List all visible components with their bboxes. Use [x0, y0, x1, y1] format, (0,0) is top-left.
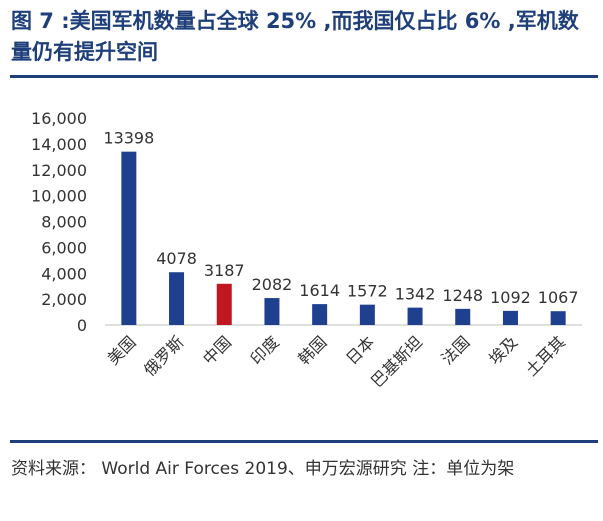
bar	[216, 283, 232, 325]
category-label: 巴基斯坦	[367, 332, 426, 391]
category-label: 日本	[342, 332, 378, 368]
y-axis: 0 2,000 4,000 6,000 8,000 10,000 12,000 14,000 1…	[31, 109, 87, 335]
bar	[359, 304, 375, 325]
bar	[312, 304, 328, 325]
category-label: 印度	[247, 332, 283, 368]
bar	[169, 272, 185, 325]
y-tick-label: 2,000	[41, 290, 87, 309]
y-tick-label: 12,000	[31, 161, 87, 180]
y-tick-label: 4,000	[41, 264, 87, 283]
bar-chart: 0 2,000 4,000 6,000 8,000 10,000 12,000 14,000 1…	[31, 109, 582, 391]
data-label: 2082	[252, 275, 293, 294]
y-tick-label: 16,000	[31, 109, 87, 128]
category-label: 埃及	[485, 332, 521, 368]
bar	[550, 311, 566, 325]
data-label: 13398	[103, 129, 154, 148]
title-divider	[10, 75, 598, 78]
y-tick-label: 6,000	[41, 238, 87, 257]
bars	[121, 151, 566, 325]
bar	[502, 310, 518, 325]
category-label: 美国	[104, 332, 140, 368]
footer-divider	[10, 440, 598, 443]
data-label: 4078	[156, 249, 197, 268]
data-label: 3187	[204, 261, 245, 280]
y-tick-label: 0	[77, 316, 87, 335]
category-label: 俄罗斯	[140, 332, 187, 379]
category-label: 土耳其	[522, 332, 569, 379]
y-tick-label: 14,000	[31, 135, 87, 154]
chart-title: 图 7 :美国军机数量占全球 25% ,而我国仅占比 6% ,军机数量仍有提升空…	[11, 9, 579, 64]
category-label: 韩国	[294, 332, 330, 368]
source-note: 资料来源： World Air Forces 2019、申万宏源研究 注：单位为…	[11, 459, 515, 479]
data-label: 1092	[490, 288, 531, 307]
data-label: 1342	[395, 285, 436, 304]
category-label: 法国	[438, 332, 474, 368]
category-label: 中国	[199, 332, 235, 368]
data-labels: 13398 4078 3187 2082 1614 1572 1342 1248 1092 106…	[103, 129, 578, 308]
data-label: 1067	[538, 288, 579, 307]
y-tick-label: 10,000	[31, 187, 87, 206]
bar	[407, 307, 423, 325]
y-tick-label: 8,000	[41, 213, 87, 232]
data-label: 1572	[347, 282, 388, 301]
bar	[121, 151, 137, 325]
bar	[264, 298, 280, 325]
data-label: 1614	[299, 281, 340, 300]
bar	[455, 308, 471, 325]
data-label: 1248	[442, 286, 483, 305]
